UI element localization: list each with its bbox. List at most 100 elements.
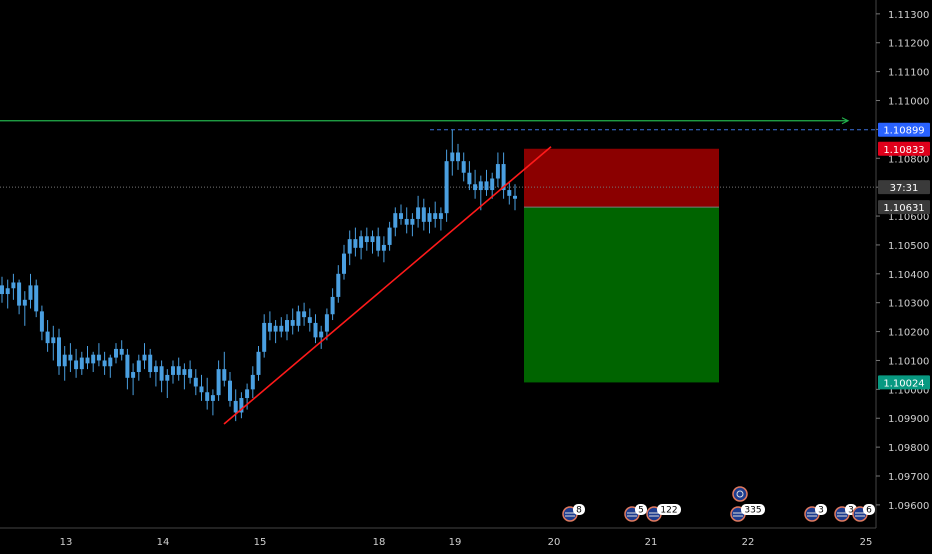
event-count-text: 5: [638, 506, 644, 516]
candle: [125, 348, 130, 390]
last-price-label: 1.10631: [878, 200, 930, 215]
candle-body: [444, 161, 449, 214]
event-marker: 122: [646, 504, 681, 522]
candle-body: [34, 285, 39, 312]
candle-body: [501, 164, 506, 191]
candle: [39, 305, 44, 341]
candle-body: [39, 311, 44, 332]
candle: [159, 360, 164, 393]
event-count-badge: [657, 504, 681, 515]
candle: [313, 314, 318, 344]
candle: [262, 314, 267, 358]
candle-body: [114, 348, 118, 358]
candle-body: [279, 325, 284, 332]
candle-body: [108, 357, 113, 367]
candle-body: [74, 360, 79, 370]
price-tick-label: 1.11000: [888, 97, 929, 108]
time-tick-label: 25: [860, 537, 873, 548]
candle: [324, 308, 329, 341]
candle: [22, 291, 27, 326]
event-count-badge: [635, 504, 647, 515]
candle: [438, 207, 443, 231]
candle-body: [28, 285, 33, 300]
candle-body: [5, 288, 10, 295]
candle-body: [233, 400, 238, 413]
price-tick-label: 1.11100: [888, 68, 929, 79]
drawings-layer: [0, 117, 878, 188]
candle-body: [410, 218, 415, 225]
price-tick-label: 1.10800: [888, 154, 929, 165]
candle: [216, 360, 221, 401]
candle-body: [182, 369, 187, 375]
stop-loss-level-label-text: 1.10833: [883, 145, 924, 156]
candle: [473, 169, 478, 199]
short-position-tool[interactable]: [524, 148, 719, 383]
last-price-label-box: [878, 200, 930, 215]
globe-icon: [732, 486, 748, 502]
trendline: [223, 146, 552, 425]
candle: [478, 175, 483, 211]
candle: [250, 366, 255, 399]
time-axis[interactable]: 13 14 15 18 19 20 21 22 25: [0, 527, 932, 550]
candle: [165, 369, 170, 399]
candle-body: [285, 320, 289, 332]
candle: [456, 143, 460, 170]
candle-body: [57, 337, 61, 367]
event-count-text: 3: [848, 506, 854, 516]
candle: [364, 227, 369, 251]
event-count-text: 6: [866, 506, 872, 516]
candle-body: [216, 369, 221, 396]
candle-body: [256, 351, 261, 375]
countdown-label: 37:31: [878, 180, 930, 195]
time-tick-label: 21: [645, 537, 658, 548]
candle: [193, 369, 198, 396]
price-tick-label: 1.09700: [888, 472, 929, 483]
candle-body: [62, 354, 67, 367]
candle-body: [507, 190, 512, 196]
candle: [421, 198, 426, 231]
candle: [119, 340, 124, 361]
candle: [171, 360, 175, 384]
candle-body: [296, 311, 301, 326]
candle-body: [119, 348, 124, 355]
candle: [11, 273, 16, 300]
candle-body: [17, 282, 22, 306]
candle-body: [91, 354, 96, 364]
candle-body: [142, 354, 147, 361]
candle: [79, 351, 84, 375]
candle: [467, 161, 472, 191]
candle: [302, 302, 307, 326]
price-tick-label: 1.09800: [888, 443, 929, 454]
candle-body: [228, 380, 232, 401]
candle: [267, 311, 272, 341]
candle-body: [199, 386, 204, 393]
stop-loss-level-label: 1.10833: [878, 141, 930, 156]
price-axis[interactable]: 1.113001.112001.111001.110001.109001.108…: [875, 0, 932, 550]
time-tick-label: 14: [157, 537, 170, 548]
candle: [501, 152, 506, 199]
candle-body: [45, 331, 50, 344]
candle-body: [478, 181, 483, 191]
candle: [490, 172, 495, 199]
candle: [484, 169, 489, 196]
candle: [393, 207, 398, 237]
price-tick-label: 1.10600: [888, 212, 929, 223]
price-axis-labels: 1.10899 1.10833 37:31 1.10631 1.10024: [878, 122, 930, 390]
candle: [239, 392, 244, 419]
event-count-text: 8: [576, 506, 582, 516]
candle: [96, 343, 101, 367]
candle-body: [473, 184, 478, 191]
last-price-label-text: 1.10631: [883, 203, 924, 214]
event-count-badge: [863, 504, 875, 515]
candle-body: [0, 285, 4, 295]
candle-body: [165, 374, 170, 381]
candle: [142, 343, 147, 370]
candle: [319, 325, 324, 349]
candle-body: [68, 354, 73, 361]
candle: [416, 195, 421, 228]
take-profit-level-label: 1.10024: [878, 375, 930, 390]
candle: [410, 213, 415, 237]
